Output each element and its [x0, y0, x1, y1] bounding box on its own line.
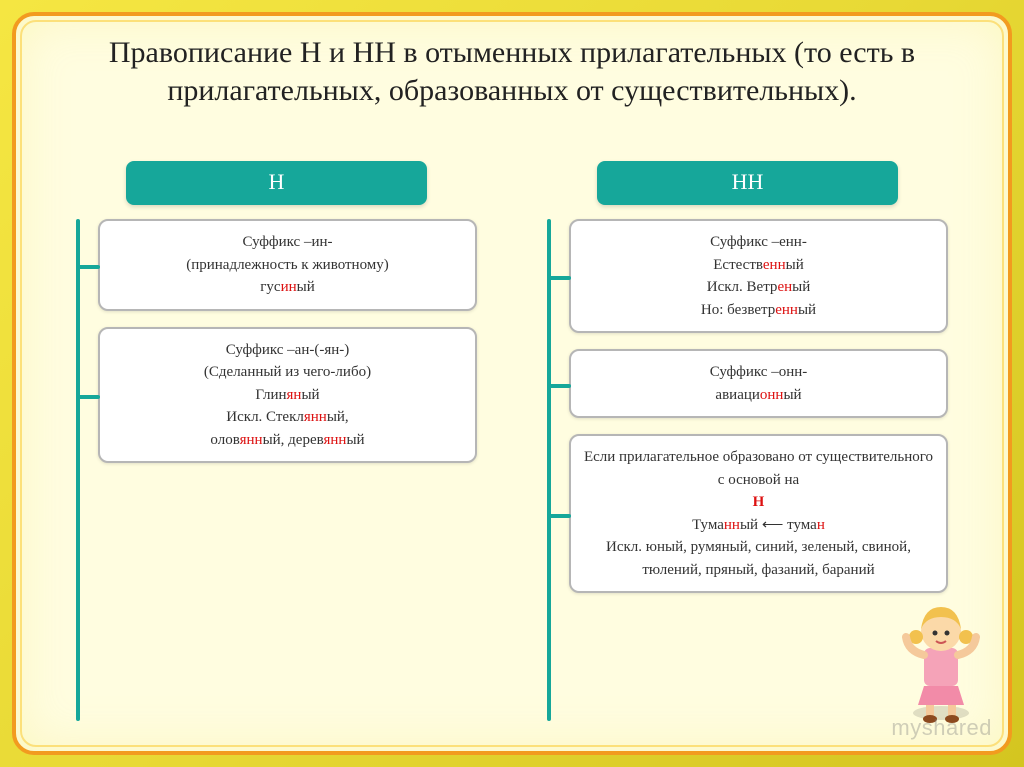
page-title: Правописание Н и НН в отыменных прилагат… — [16, 34, 1008, 109]
card-line: Туманный ⟵ туман — [583, 514, 934, 537]
rule-card: Суффикс –ин-(принадлежность к животному)… — [98, 219, 477, 311]
card-line: Суффикс –ин- — [112, 231, 463, 254]
rule-card: Суффикс –ан-(-ян-)(Сделанный из чего-либ… — [98, 327, 477, 464]
rule-card: Суффикс –онн-авиационный — [569, 349, 948, 418]
slide-frame: Правописание Н и НН в отыменных прилагат… — [12, 12, 1012, 755]
card-line: Искл. Стеклянный, — [112, 406, 463, 429]
left-bracket: Суффикс –ин-(принадлежность к животному)… — [76, 219, 477, 721]
watermark: myshared — [891, 715, 992, 741]
columns-wrap: Н Суффикс –ин-(принадлежность к животном… — [76, 161, 948, 721]
card-line: (принадлежность к животному) — [112, 254, 463, 277]
card-line: Суффикс –онн- — [583, 361, 934, 384]
card-line: Н — [583, 491, 934, 514]
card-line: Суффикс –ан-(-ян-) — [112, 339, 463, 362]
card-line: Глиняный — [112, 384, 463, 407]
right-header: НН — [597, 161, 898, 205]
card-line: Но: безветренный — [583, 299, 934, 322]
column-right: НН Суффикс –енн-ЕстественныйИскл. Ветрен… — [547, 161, 948, 721]
card-line: (Сделанный из чего-либо) — [112, 361, 463, 384]
card-line: Естественный — [583, 254, 934, 277]
card-line: Суффикс –енн- — [583, 231, 934, 254]
left-header: Н — [126, 161, 427, 205]
column-left: Н Суффикс –ин-(принадлежность к животном… — [76, 161, 477, 721]
card-line: Если прилагательное образовано от сущест… — [583, 446, 934, 491]
rule-card: Суффикс –енн-ЕстественныйИскл. ВетреныйН… — [569, 219, 948, 333]
rule-card: Если прилагательное образовано от сущест… — [569, 434, 948, 593]
card-line: гусиный — [112, 276, 463, 299]
mascot-girl-icon — [896, 593, 986, 723]
right-bracket: Суффикс –енн-ЕстественныйИскл. ВетреныйН… — [547, 219, 948, 721]
card-line: Искл. юный, румяный, синий, зеленый, сви… — [583, 536, 934, 581]
card-line: оловянный, деревянный — [112, 429, 463, 452]
card-line: Искл. Ветреный — [583, 276, 934, 299]
card-line: авиационный — [583, 384, 934, 407]
